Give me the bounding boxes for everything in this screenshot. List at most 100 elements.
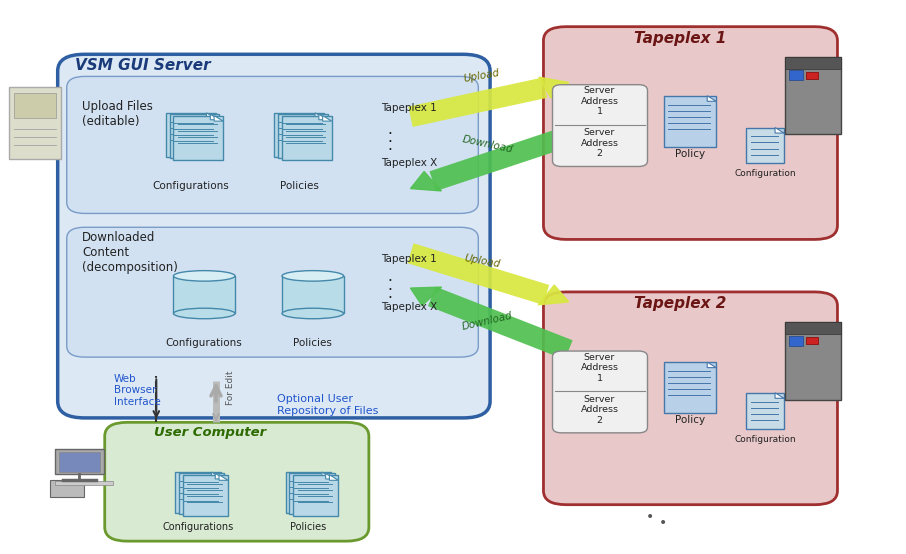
FancyBboxPatch shape [67, 227, 478, 357]
FancyBboxPatch shape [747, 127, 784, 163]
Text: Server
Address
1: Server Address 1 [581, 86, 619, 116]
Text: ·: · [387, 127, 391, 142]
FancyBboxPatch shape [58, 54, 490, 418]
FancyBboxPatch shape [179, 474, 225, 514]
Text: Configurations: Configurations [152, 181, 229, 191]
Text: Policy: Policy [675, 148, 705, 158]
FancyBboxPatch shape [14, 93, 56, 118]
Text: ·: · [387, 274, 391, 289]
Text: Server
Address
2: Server Address 2 [581, 395, 619, 424]
Ellipse shape [282, 308, 343, 319]
FancyBboxPatch shape [54, 481, 113, 485]
FancyBboxPatch shape [544, 27, 837, 239]
FancyBboxPatch shape [275, 113, 324, 157]
Text: Configuration: Configuration [734, 435, 795, 444]
Polygon shape [207, 113, 216, 119]
Polygon shape [211, 472, 220, 478]
Polygon shape [539, 77, 569, 98]
Text: Optional User
Repository of Files: Optional User Repository of Files [276, 394, 378, 416]
Text: Web
Browser
Interface: Web Browser Interface [114, 374, 160, 407]
FancyBboxPatch shape [785, 322, 841, 399]
Text: Policy: Policy [675, 415, 705, 425]
FancyBboxPatch shape [805, 337, 817, 345]
Text: Upload: Upload [463, 253, 501, 269]
Text: Server
Address
2: Server Address 2 [581, 129, 619, 158]
FancyBboxPatch shape [169, 114, 219, 158]
FancyBboxPatch shape [285, 472, 331, 513]
FancyBboxPatch shape [59, 452, 100, 471]
Ellipse shape [282, 271, 343, 281]
Text: Upload: Upload [463, 68, 501, 84]
Polygon shape [322, 472, 331, 478]
Ellipse shape [173, 308, 235, 319]
Polygon shape [708, 362, 717, 368]
Polygon shape [410, 287, 441, 306]
Text: •: • [646, 510, 654, 524]
Text: Download: Download [461, 310, 514, 331]
Text: For Edit: For Edit [226, 371, 235, 405]
FancyBboxPatch shape [785, 57, 841, 135]
FancyBboxPatch shape [788, 70, 803, 80]
Text: •: • [660, 516, 668, 530]
FancyBboxPatch shape [664, 96, 717, 147]
FancyBboxPatch shape [544, 292, 837, 505]
Polygon shape [319, 114, 328, 120]
FancyBboxPatch shape [805, 72, 817, 79]
FancyBboxPatch shape [166, 113, 216, 157]
FancyBboxPatch shape [553, 85, 648, 167]
FancyBboxPatch shape [664, 362, 717, 413]
FancyBboxPatch shape [183, 475, 228, 516]
FancyBboxPatch shape [294, 475, 339, 516]
Polygon shape [214, 116, 223, 121]
Text: Tapeplex X: Tapeplex X [381, 302, 437, 312]
FancyBboxPatch shape [553, 351, 648, 433]
FancyBboxPatch shape [785, 57, 841, 69]
Text: ·: · [387, 143, 391, 158]
Text: ·: · [387, 283, 391, 297]
FancyBboxPatch shape [54, 449, 104, 474]
Polygon shape [410, 172, 441, 191]
FancyBboxPatch shape [67, 76, 478, 213]
Text: Tapeplex 1: Tapeplex 1 [634, 30, 727, 45]
FancyBboxPatch shape [278, 114, 328, 158]
FancyBboxPatch shape [175, 472, 220, 513]
Text: Configurations: Configurations [162, 522, 234, 532]
Text: Tapeplex 1: Tapeplex 1 [381, 254, 437, 264]
Text: Policies: Policies [280, 181, 319, 191]
FancyBboxPatch shape [785, 322, 841, 335]
FancyBboxPatch shape [9, 88, 62, 160]
Text: Policies: Policies [294, 338, 333, 348]
Text: Server
Address
1: Server Address 1 [581, 353, 619, 382]
FancyBboxPatch shape [173, 116, 223, 160]
Polygon shape [538, 285, 569, 305]
Text: Tapeplex 1: Tapeplex 1 [381, 103, 437, 113]
Text: User Computer: User Computer [155, 426, 266, 439]
Text: Download: Download [461, 135, 514, 155]
FancyBboxPatch shape [282, 276, 343, 314]
FancyBboxPatch shape [50, 480, 84, 497]
FancyBboxPatch shape [173, 276, 235, 314]
Polygon shape [325, 474, 334, 479]
Text: Configurations: Configurations [166, 338, 243, 348]
Polygon shape [330, 475, 339, 480]
Polygon shape [210, 114, 219, 120]
FancyBboxPatch shape [747, 393, 784, 429]
Text: VSM GUI Server: VSM GUI Server [75, 58, 210, 73]
Text: Configuration: Configuration [734, 170, 795, 178]
Text: Downloaded
Content
(decomposition): Downloaded Content (decomposition) [82, 230, 178, 274]
Text: ·: · [387, 291, 391, 306]
FancyBboxPatch shape [788, 336, 803, 346]
Text: Tapeplex X: Tapeplex X [381, 158, 437, 168]
Polygon shape [216, 474, 225, 479]
Text: Upload Files
(editable): Upload Files (editable) [82, 100, 153, 128]
FancyBboxPatch shape [282, 116, 332, 160]
Text: Tapeplex 2: Tapeplex 2 [634, 296, 727, 311]
Polygon shape [323, 116, 332, 121]
Ellipse shape [173, 271, 235, 281]
Polygon shape [315, 113, 324, 119]
Polygon shape [219, 475, 228, 480]
FancyBboxPatch shape [105, 422, 369, 541]
FancyBboxPatch shape [289, 474, 334, 514]
Polygon shape [775, 127, 784, 133]
Text: ·: · [387, 135, 391, 150]
